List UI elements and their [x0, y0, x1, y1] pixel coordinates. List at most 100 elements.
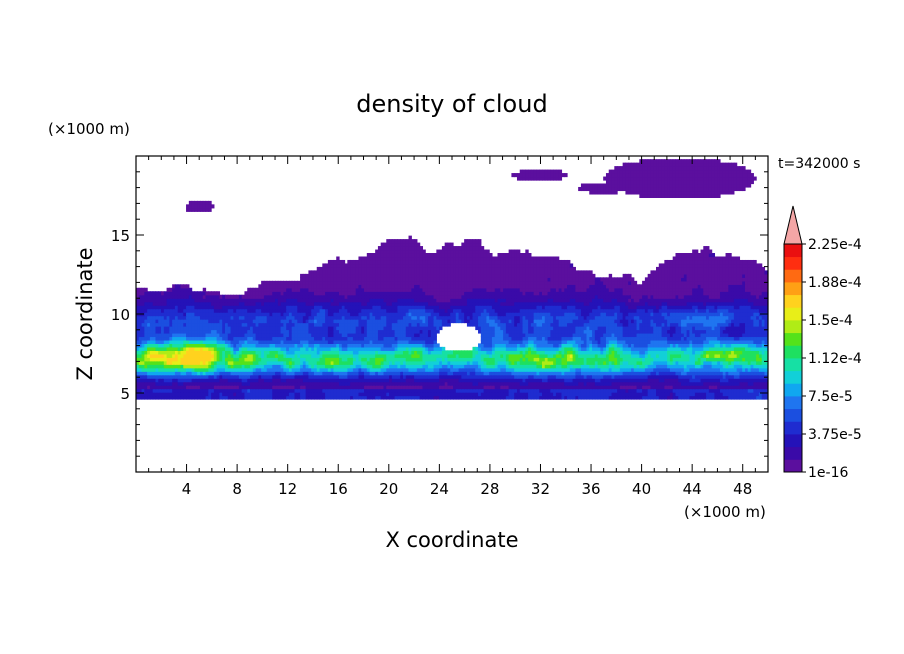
density-cell [197, 329, 201, 334]
density-cell [180, 343, 184, 348]
density-cell [430, 374, 435, 379]
density-cell [169, 374, 173, 379]
density-cell [683, 388, 688, 393]
density-cell [441, 381, 446, 386]
density-cell [186, 364, 190, 369]
density-cell [661, 336, 665, 341]
density-cell [447, 371, 451, 376]
density-cell [272, 336, 276, 341]
density-cell [283, 364, 287, 369]
density-cell [169, 319, 173, 324]
density-cell [141, 336, 145, 341]
density-cell [389, 343, 393, 348]
density-cell [336, 385, 340, 390]
density-cell [700, 367, 704, 372]
density-cell [639, 364, 643, 369]
density-cell [236, 371, 240, 376]
density-cell [753, 364, 757, 369]
density-cell [339, 374, 343, 379]
density-cell [725, 388, 729, 393]
density-cell [430, 350, 435, 355]
density-cell [300, 329, 304, 334]
density-cell [364, 374, 368, 379]
density-cell [528, 353, 532, 358]
density-cell [617, 364, 621, 369]
density-cell [197, 378, 201, 383]
density-cell [544, 343, 549, 348]
density-cell [745, 343, 749, 348]
density-cell [172, 367, 176, 372]
density-cell [186, 360, 190, 365]
density-cell [636, 364, 640, 369]
density-cell [255, 322, 259, 327]
density-cell [603, 339, 607, 344]
density-cell [503, 326, 507, 331]
density-cell [653, 388, 657, 393]
density-cell [186, 367, 190, 372]
density-cell [572, 374, 576, 379]
density-cell [550, 332, 554, 338]
density-cell [516, 378, 521, 383]
density-cell [630, 381, 635, 386]
density-cell [564, 326, 568, 331]
density-cell [583, 395, 588, 400]
density-cell [252, 336, 257, 341]
density-cell [341, 326, 346, 331]
density-cell [575, 336, 579, 341]
density-cell [414, 343, 418, 348]
density-cell [355, 392, 360, 397]
density-cell [355, 353, 360, 358]
density-cell [553, 374, 557, 379]
density-cell [605, 381, 610, 386]
density-cell [158, 388, 162, 393]
density-cell [199, 364, 204, 369]
density-cell [756, 343, 760, 348]
density-cell [625, 332, 629, 338]
density-cell [327, 350, 332, 355]
density-cell [330, 319, 335, 324]
density-cell [503, 336, 507, 341]
density-cell [144, 346, 148, 351]
density-cell [745, 339, 749, 344]
density-cell [180, 374, 184, 379]
density-cell [174, 357, 179, 362]
density-cell [539, 385, 543, 390]
density-cell [678, 385, 682, 390]
density-cell [416, 388, 421, 393]
density-cell [172, 332, 176, 338]
density-cell [230, 374, 234, 379]
density-cell [628, 367, 632, 372]
density-cell [561, 392, 565, 397]
density-cell [261, 326, 265, 331]
density-cell [622, 350, 627, 355]
density-cell [636, 388, 640, 393]
density-cell [653, 374, 657, 379]
density-cell [216, 371, 221, 376]
density-cell [722, 353, 727, 358]
density-cell [316, 329, 321, 334]
density-cell [528, 381, 532, 386]
density-cell [149, 326, 154, 331]
density-cell [603, 332, 607, 338]
density-cell [761, 322, 766, 327]
density-cell [589, 339, 593, 344]
density-cell [436, 374, 440, 379]
density-cell [227, 329, 232, 334]
density-cell [475, 353, 479, 358]
density-cell [163, 322, 168, 327]
density-cell [503, 392, 507, 397]
density-cell [628, 364, 632, 369]
density-cell [213, 378, 218, 383]
density-cell [708, 395, 713, 400]
density-cell [469, 364, 474, 369]
density-cell [500, 388, 504, 393]
density-cell [553, 357, 557, 362]
density-cell [530, 395, 535, 400]
density-cell [544, 364, 549, 369]
density-cell [436, 360, 440, 365]
density-cell [325, 350, 329, 355]
density-cell [341, 339, 346, 344]
density-cell [433, 322, 437, 327]
density-cell [633, 357, 638, 362]
density-cell [539, 322, 543, 327]
